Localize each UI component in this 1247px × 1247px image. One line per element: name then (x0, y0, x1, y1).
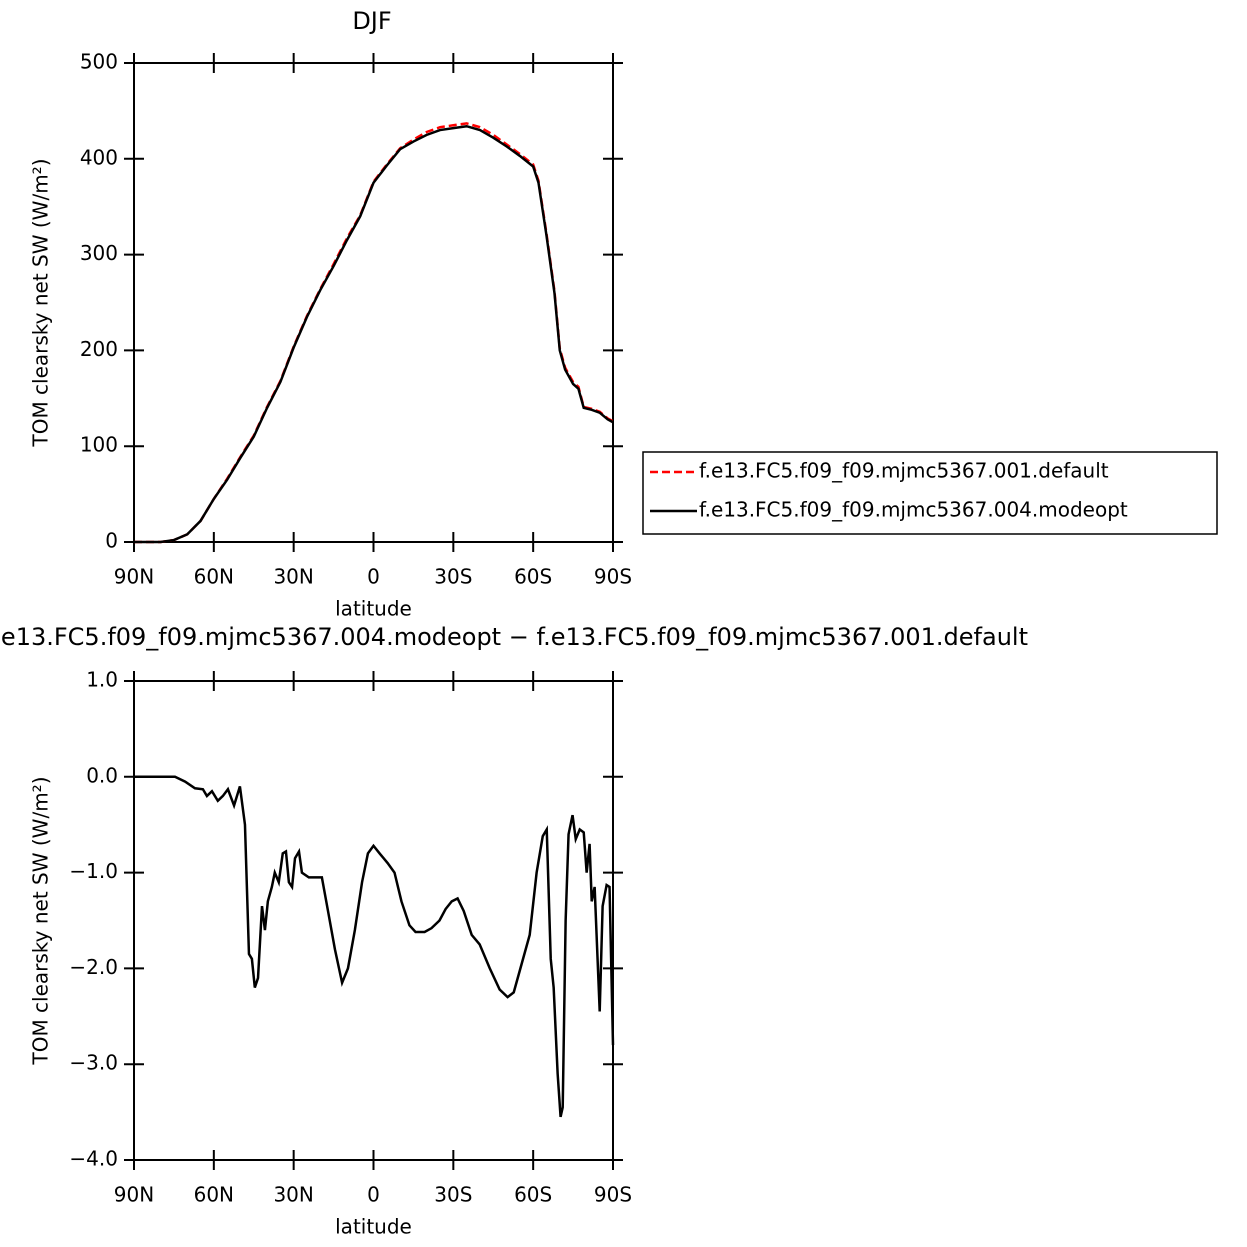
y-tick-label: 0.0 (86, 763, 118, 787)
x-tick-label: 0 (367, 1183, 380, 1207)
y-tick-label: −1.0 (69, 859, 118, 883)
y-tick-label: 0 (105, 529, 118, 553)
x-axis-label: latitude (335, 1215, 412, 1239)
legend-label: f.e13.FC5.f09_f09.mjmc5367.001.default (699, 459, 1109, 483)
y-tick-label: 400 (80, 145, 118, 169)
y-tick-label: 100 (80, 433, 118, 457)
data-line (134, 775, 615, 1118)
data-line (134, 122, 614, 544)
plot-frame (133, 62, 614, 543)
x-tick-label: 90N (114, 1183, 154, 1207)
x-tick-label: 90N (114, 565, 154, 589)
y-tick-label: 200 (80, 337, 118, 361)
plot-frame (133, 680, 614, 1161)
x-tick-label: 60S (514, 565, 552, 589)
x-tick-label: 0 (367, 565, 380, 589)
x-tick-label: 30S (434, 565, 472, 589)
legend-box (642, 451, 1218, 535)
x-tick-label: 60N (194, 565, 234, 589)
y-tick-label: −3.0 (69, 1051, 118, 1075)
y-tick-label: 500 (80, 50, 118, 74)
y-tick-label: −2.0 (69, 955, 118, 979)
x-tick-label: 30N (273, 565, 313, 589)
x-tick-label: 30S (434, 1183, 472, 1207)
y-axis-label: TOM clearsky net SW (W/m²) (29, 776, 53, 1065)
y-tick-label: −4.0 (69, 1147, 118, 1171)
y-tick-label: 1.0 (86, 668, 118, 692)
x-tick-label: 90S (594, 565, 632, 589)
chart-title: DJF (352, 7, 391, 35)
legend-label: f.e13.FC5.f09_f09.mjmc5367.004.modeopt (699, 498, 1128, 522)
x-tick-label: 90S (594, 1183, 632, 1207)
chart-title: f.e13.FC5.f09_f09.mjmc5367.004.modeopt −… (0, 623, 1028, 651)
x-tick-label: 60N (194, 1183, 234, 1207)
x-axis-label: latitude (335, 597, 412, 621)
x-tick-label: 60S (514, 1183, 552, 1207)
data-line (134, 124, 614, 544)
y-tick-label: 300 (80, 241, 118, 265)
y-axis-label: TOM clearsky net SW (W/m²) (29, 158, 53, 447)
x-tick-label: 30N (273, 1183, 313, 1207)
